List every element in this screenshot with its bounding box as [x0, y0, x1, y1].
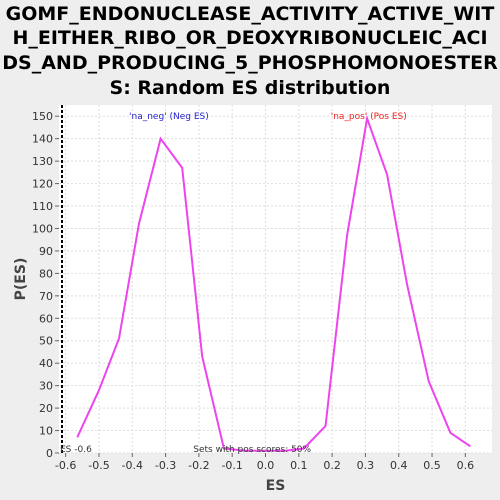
y-tick-label: 130 [32, 155, 53, 168]
y-tick-label: 10 [39, 425, 53, 438]
x-tick-label: -0.5 [88, 459, 109, 472]
x-tick-label: -0.1 [221, 459, 242, 472]
y-tick-label: 80 [39, 267, 53, 280]
y-tick-label: 90 [39, 245, 53, 258]
x-tick-label: -0.2 [188, 459, 209, 472]
y-axis-title: P(ES) [13, 258, 29, 301]
x-tick-label: 0.0 [257, 459, 275, 472]
y-tick-label: 140 [32, 133, 53, 146]
chart-title-line-4: S: Random ES distribution [109, 77, 391, 99]
y-tick-label: 30 [39, 380, 53, 393]
pos-es-label: 'na_pos' (Pos ES) [331, 112, 407, 122]
y-tick-label: 40 [39, 357, 53, 370]
y-axis-ticks: 0 10 20 30 40 50 60 70 80 90 100 110 120 130 140 150 [32, 110, 59, 460]
x-axis-title: ES [266, 478, 286, 494]
x-tick-label: 0.6 [457, 459, 475, 472]
x-tick-label: -0.6 [55, 459, 76, 472]
x-tick-label: -0.3 [155, 459, 176, 472]
y-tick-label: 120 [32, 178, 53, 191]
y-tick-label: 20 [39, 402, 53, 415]
es-marker-label: ES -0.6 [60, 445, 92, 455]
neg-es-label: 'na_neg' (Neg ES) [129, 112, 209, 122]
x-tick-label: 0.1 [290, 459, 308, 472]
chart-title-line-2: H_EITHER_RIBO_OR_DEOXYRIBONUCLEIC_ACI [12, 27, 488, 49]
y-tick-label: 60 [39, 312, 53, 325]
series-line [76, 114, 471, 452]
chart-title-line-1: GOMF_ENDONUCLEASE_ACTIVITY_ACTIVE_WIT [5, 3, 495, 25]
pos-scores-annotation: Sets with pos scores: 50% [193, 445, 311, 455]
x-tick-label: 0.2 [323, 459, 341, 472]
y-tick-label: 150 [32, 110, 53, 123]
x-axis-ticks: -0.6 -0.5 -0.4 -0.3 -0.2 -0.1 0.0 0.1 0.2 0.3 0.4 0… [55, 453, 474, 472]
x-tick-label: 0.4 [390, 459, 408, 472]
x-tick-label: 0.3 [357, 459, 375, 472]
x-tick-label: 0.5 [423, 459, 441, 472]
y-tick-label: 110 [32, 200, 53, 213]
chart-title-line-3: DS_AND_PRODUCING_5_PHOSPHOMONOESTER [2, 52, 498, 74]
y-tick-label: 0 [46, 447, 53, 460]
y-tick-label: 70 [39, 290, 53, 303]
y-tick-label: 100 [32, 222, 53, 235]
y-tick-label: 50 [39, 335, 53, 348]
x-tick-label: -0.4 [122, 459, 143, 472]
plot-area [59, 105, 492, 453]
